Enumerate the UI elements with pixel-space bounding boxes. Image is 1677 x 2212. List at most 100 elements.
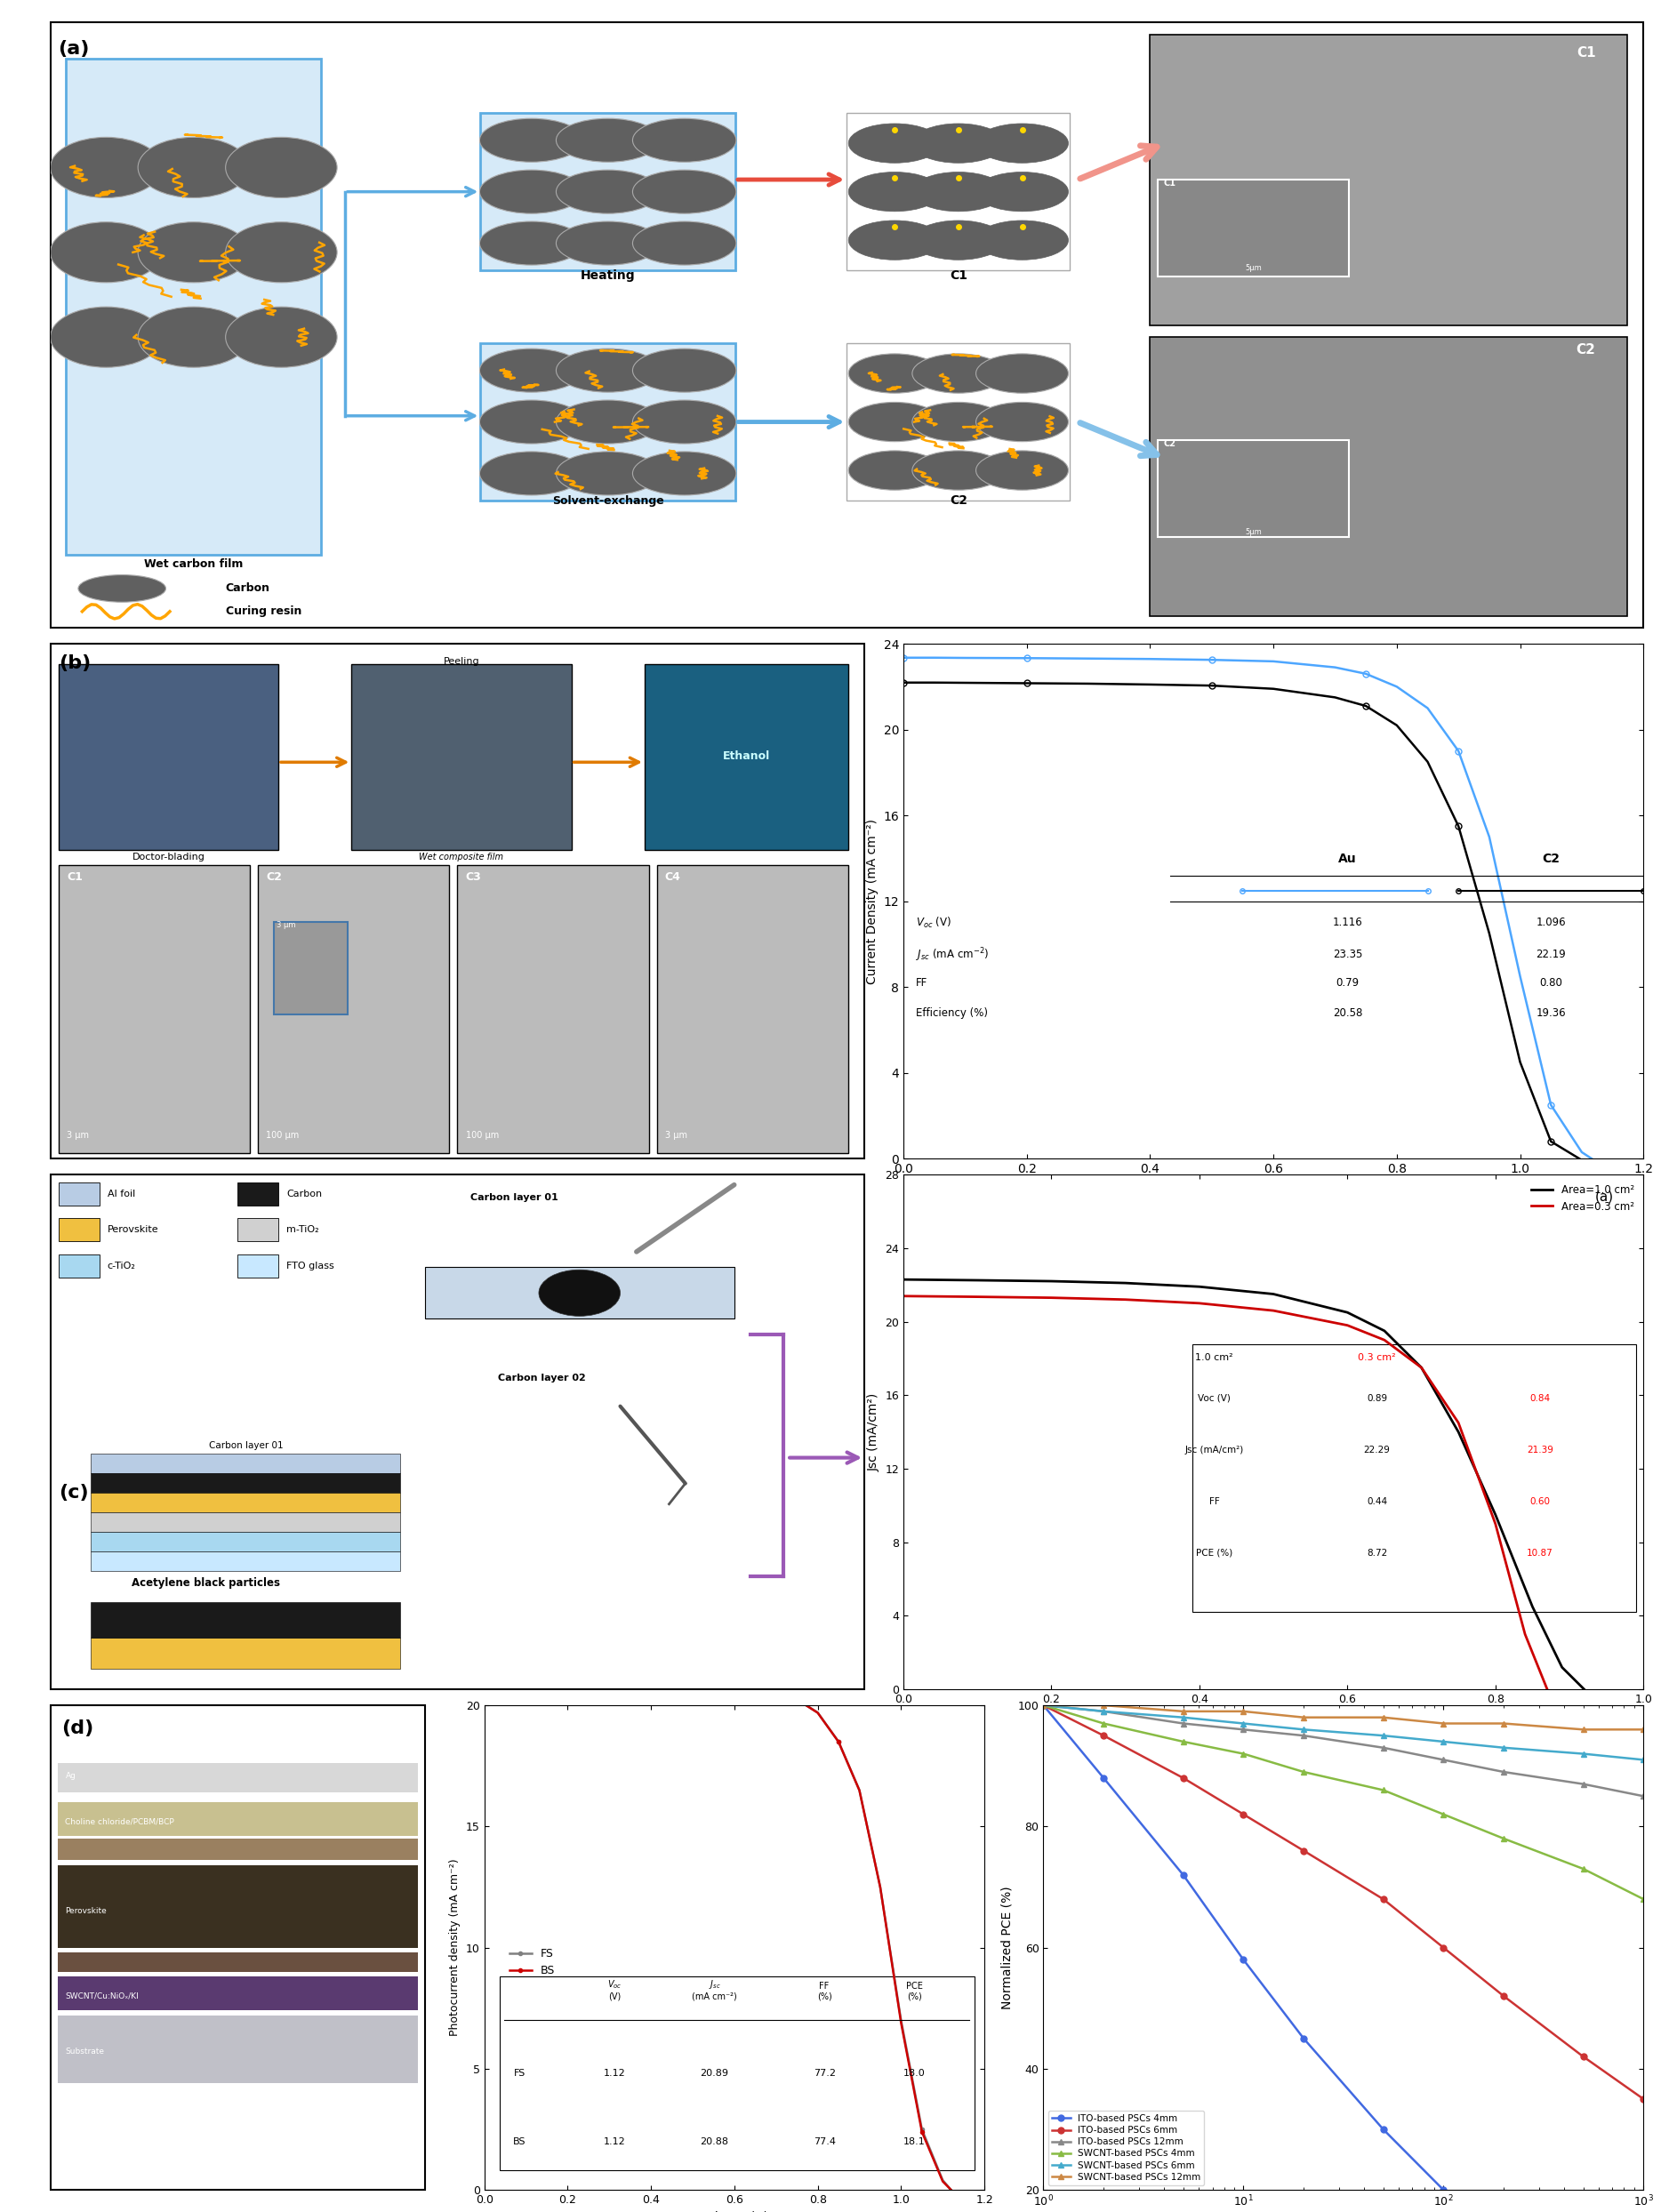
- ITO-based PSCs 6mm: [1174, 1765, 1194, 1792]
- FS: [870, 1874, 890, 1900]
- ITO-based PSCs 4mm: [1373, 2117, 1394, 2143]
- Ellipse shape: [138, 137, 250, 197]
- ITO-based PSCs 6mm: [1373, 1887, 1394, 1913]
- SWCNT-based PSCs 4mm: [1434, 1801, 1454, 1827]
- Text: 3 μm: 3 μm: [666, 1130, 688, 1139]
- FancyBboxPatch shape: [500, 1978, 974, 2170]
- Ellipse shape: [849, 451, 941, 491]
- Ellipse shape: [632, 170, 736, 215]
- FancyBboxPatch shape: [1150, 33, 1628, 325]
- Text: (d): (d): [62, 1721, 94, 1739]
- BS: [766, 1679, 787, 1705]
- BS: [475, 1670, 495, 1697]
- Ellipse shape: [557, 221, 659, 265]
- Area=0.3 cm²: [1115, 1287, 1135, 1314]
- Text: Carbon layer 01: Carbon layer 01: [471, 1192, 558, 1201]
- Line: BS: BS: [483, 1681, 953, 2192]
- Bar: [57, 1865, 418, 1947]
- Y-axis label: Jsc (mA/cm²): Jsc (mA/cm²): [867, 1394, 880, 1471]
- Area=0.3 cm²: [1337, 1312, 1357, 1338]
- Ellipse shape: [976, 221, 1068, 259]
- BS: [808, 1699, 828, 1725]
- Y-axis label: Current Density (mA cm⁻²): Current Density (mA cm⁻²): [865, 818, 879, 984]
- Area=1.0 cm²: [1551, 1655, 1571, 1681]
- Text: $J_{sc}$
(mA cm⁻²): $J_{sc}$ (mA cm⁻²): [693, 1978, 736, 2002]
- Text: $J_{sc}$ (mA cm$^{-2}$): $J_{sc}$ (mA cm$^{-2}$): [916, 947, 989, 964]
- SWCNT-based PSCs 6mm: [1093, 1699, 1114, 1725]
- SWCNT-based PSCs 6mm: [1233, 1710, 1253, 1736]
- ITO-based PSCs 12mm: [1293, 1723, 1313, 1750]
- Ellipse shape: [632, 451, 736, 495]
- FS: [745, 1674, 765, 1701]
- Area=1.0 cm²: [1486, 1502, 1506, 1528]
- Line: SWCNT-based PSCs 12mm: SWCNT-based PSCs 12mm: [1040, 1703, 1647, 1732]
- Text: 19.36: 19.36: [1536, 1006, 1566, 1018]
- Text: C2: C2: [267, 872, 282, 883]
- SWCNT-based PSCs 4mm: [1573, 1856, 1593, 1882]
- Text: FTO glass: FTO glass: [287, 1261, 334, 1270]
- SWCNT-based PSCs 6mm: [1174, 1703, 1194, 1730]
- Text: Voc (V): Voc (V): [1197, 1394, 1231, 1402]
- Text: Substrate: Substrate: [65, 2048, 104, 2055]
- Area=0.3 cm²: [968, 1283, 988, 1310]
- Ellipse shape: [849, 124, 941, 164]
- Text: Efficiency (%): Efficiency (%): [916, 1006, 988, 1018]
- X-axis label: Voc (V): Voc (V): [1251, 1710, 1295, 1723]
- Area=1.0 cm²: [1337, 1298, 1357, 1325]
- Ellipse shape: [912, 403, 1005, 442]
- Text: Heating: Heating: [580, 270, 636, 283]
- Text: 0.60: 0.60: [1529, 1498, 1550, 1506]
- ITO-based PSCs 4mm: [1174, 1863, 1194, 1889]
- Text: m-TiO₂: m-TiO₂: [287, 1225, 319, 1234]
- Area=0.3 cm²: [1538, 1677, 1558, 1703]
- BS: [599, 1672, 619, 1699]
- ITO-based PSCs 12mm: [1494, 1759, 1514, 1785]
- Ellipse shape: [50, 307, 163, 367]
- Text: Ethanol: Ethanol: [723, 750, 770, 763]
- Ellipse shape: [976, 354, 1068, 394]
- SWCNT-based PSCs 4mm: [1373, 1776, 1394, 1803]
- Text: 20.89: 20.89: [699, 2068, 728, 2077]
- Area=1.0 cm²: [1575, 1677, 1595, 1703]
- Area=1.0 cm²: [1449, 1418, 1469, 1444]
- Ellipse shape: [557, 451, 659, 495]
- SWCNT-based PSCs 4mm: [1033, 1692, 1053, 1719]
- Line: ITO-based PSCs 4mm: ITO-based PSCs 4mm: [1040, 1703, 1647, 2212]
- Text: Au: Au: [1338, 854, 1357, 865]
- Line: FS: FS: [483, 1681, 953, 2192]
- BS: [787, 1686, 807, 1712]
- Legend: FS, BS: FS, BS: [505, 1944, 560, 1982]
- Ellipse shape: [225, 307, 337, 367]
- Text: 1.096: 1.096: [1536, 916, 1566, 929]
- Text: 10.87: 10.87: [1526, 1548, 1553, 1557]
- Area=0.3 cm²: [1375, 1327, 1395, 1354]
- Ellipse shape: [849, 221, 941, 259]
- Ellipse shape: [912, 124, 1005, 164]
- Text: 20.58: 20.58: [1333, 1006, 1362, 1018]
- FancyBboxPatch shape: [275, 922, 347, 1015]
- Text: C1: C1: [67, 872, 82, 883]
- Ellipse shape: [976, 173, 1068, 212]
- Text: Wet composite film: Wet composite film: [419, 854, 503, 863]
- Text: FS: FS: [513, 2068, 525, 2077]
- SWCNT-based PSCs 6mm: [1434, 1728, 1454, 1754]
- Text: 18.0: 18.0: [904, 2068, 926, 2077]
- Text: c-TiO₂: c-TiO₂: [107, 1261, 136, 1270]
- FancyBboxPatch shape: [91, 1551, 401, 1571]
- Ellipse shape: [632, 349, 736, 392]
- FS: [912, 2117, 932, 2143]
- SWCNT-based PSCs 12mm: [1633, 1717, 1654, 1743]
- Ellipse shape: [480, 400, 584, 445]
- ITO-based PSCs 6mm: [1494, 1982, 1514, 2008]
- Area=1.0 cm²: [1041, 1267, 1062, 1294]
- Ellipse shape: [849, 354, 941, 394]
- SWCNT-based PSCs 12mm: [1573, 1717, 1593, 1743]
- Area=1.0 cm²: [1412, 1354, 1432, 1380]
- Text: C3: C3: [466, 872, 481, 883]
- SWCNT-based PSCs 6mm: [1373, 1723, 1394, 1750]
- Text: 77.4: 77.4: [813, 2137, 835, 2146]
- SWCNT-based PSCs 4mm: [1293, 1759, 1313, 1785]
- Area=0.3 cm²: [1486, 1511, 1506, 1537]
- Text: C2: C2: [1576, 343, 1597, 356]
- Text: C2: C2: [1543, 854, 1560, 865]
